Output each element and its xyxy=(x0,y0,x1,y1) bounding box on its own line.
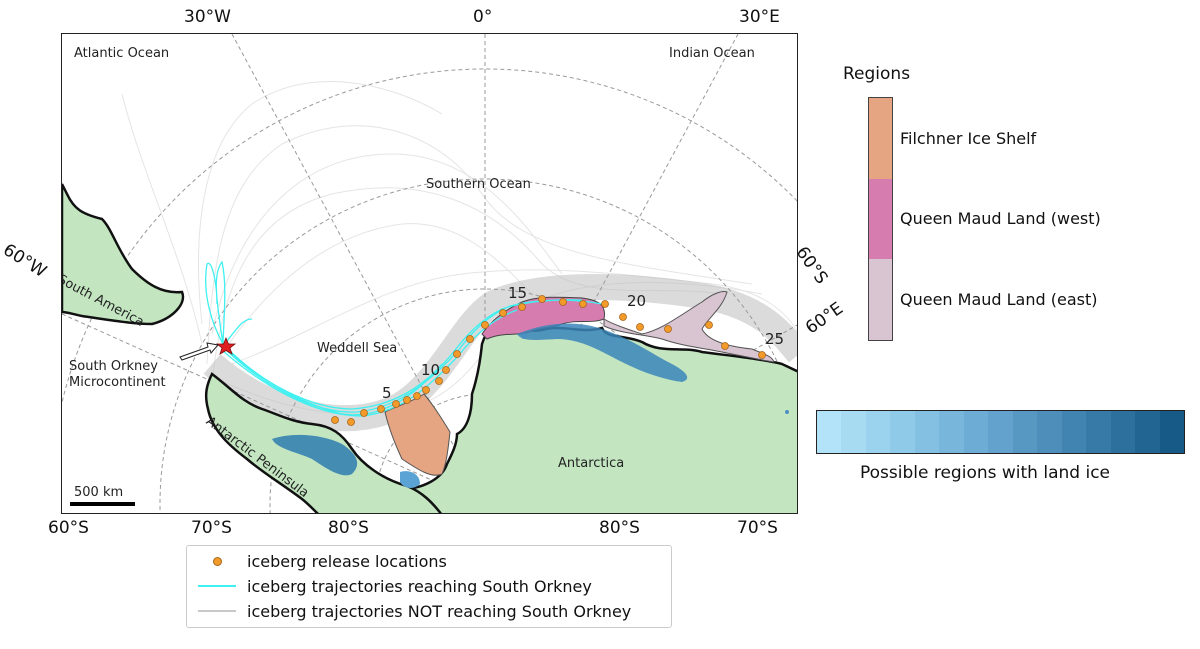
release-points xyxy=(331,295,766,426)
filchner-ice-shelf xyxy=(384,393,451,476)
ice-colorbar-segment xyxy=(914,411,940,453)
tick-0: 0° xyxy=(473,7,493,27)
legend-item-not-reaching: iceberg trajectories NOT reaching South … xyxy=(187,599,631,623)
ice-colorbar-segment xyxy=(1135,411,1160,453)
release-label-10: 10 xyxy=(421,361,441,379)
regions-colorbar xyxy=(868,97,893,341)
ice-colorbar-segment xyxy=(817,411,842,453)
scale-bar-label: 500 km xyxy=(74,485,124,500)
ice-colorbar-segment xyxy=(1110,411,1136,453)
scale-bar xyxy=(70,502,135,506)
ice-colorbar-segment xyxy=(939,411,964,453)
swatch-filchner xyxy=(869,98,892,179)
label-south-orkney: South Orkney xyxy=(69,359,158,374)
label-atlantic-ocean: Atlantic Ocean xyxy=(74,46,170,61)
trajectory-legend: iceberg release locations iceberg trajec… xyxy=(186,545,672,628)
ice-colorbar-segment xyxy=(1012,411,1038,453)
land-ice-colorbar-label: Possible regions with land ice xyxy=(860,463,1110,483)
tick-60s-left: 60°S xyxy=(48,518,89,538)
trajectory-density-band xyxy=(203,274,797,432)
tick-70s-right: 70°S xyxy=(737,518,778,538)
release-label-20: 20 xyxy=(627,292,647,310)
legend-label-release: iceberg release locations xyxy=(247,551,447,571)
legend-label-reaching: iceberg trajectories reaching South Orkn… xyxy=(247,576,592,596)
label-antarctica: Antarctica xyxy=(558,456,625,471)
south-america-land xyxy=(62,183,185,326)
legend-item-reaching: iceberg trajectories reaching South Orkn… xyxy=(187,574,592,598)
swatch-qml-east xyxy=(869,259,892,340)
label-indian-ocean: Indian Ocean xyxy=(669,46,755,61)
tick-30w: 30°W xyxy=(184,7,231,27)
ice-colorbar-segment xyxy=(890,411,915,453)
legend-label-not-reaching: iceberg trajectories NOT reaching South … xyxy=(247,601,632,621)
tick-80s-right: 80°S xyxy=(599,518,640,538)
map-canvas xyxy=(62,34,797,513)
pointer-arrow xyxy=(179,342,219,361)
queen-maud-land-east xyxy=(603,291,775,363)
tick-30e: 30°E xyxy=(739,7,780,27)
release-label-5: 5 xyxy=(382,384,392,402)
region-label-qml-east: Queen Maud Land (east) xyxy=(900,290,1098,309)
ice-colorbar-segment xyxy=(1086,411,1111,453)
label-southern-ocean: Southern Ocean xyxy=(426,177,531,192)
label-microcontinent: Microcontinent xyxy=(69,375,166,390)
trajectories-reaching xyxy=(205,260,603,417)
tick-60e: 60°E xyxy=(802,298,847,339)
land-ice-regions xyxy=(272,323,789,488)
ice-colorbar-segment xyxy=(1061,411,1087,453)
tick-60w: 60°W xyxy=(0,240,50,282)
label-weddell-sea: Weddell Sea xyxy=(317,341,398,356)
region-label-filchner: Filchner Ice Shelf xyxy=(900,129,1037,148)
region-label-qml-west: Queen Maud Land (west) xyxy=(900,209,1101,228)
map-panel: Atlantic Ocean Indian Ocean Southern Oce… xyxy=(61,33,798,514)
legend-item-release: iceberg release locations xyxy=(187,549,447,573)
ice-colorbar-segment xyxy=(865,411,891,453)
south-orkney-star xyxy=(215,336,237,355)
ice-colorbar-segment xyxy=(963,411,989,453)
swatch-qml-west xyxy=(869,178,892,260)
cyan-line-icon xyxy=(187,585,247,587)
regions-title: Regions xyxy=(843,64,911,84)
ice-colorbar-segment xyxy=(841,411,866,453)
tick-80s-left: 80°S xyxy=(328,518,369,538)
gray-line-icon xyxy=(187,610,247,612)
ice-colorbar-segment xyxy=(988,411,1013,453)
ice-colorbar-segment xyxy=(1037,411,1062,453)
land-ice-colorbar xyxy=(816,410,1185,454)
release-label-15: 15 xyxy=(508,284,528,302)
release-label-25: 25 xyxy=(765,330,785,348)
release-dot-icon xyxy=(187,556,247,566)
tick-70s-left: 70°S xyxy=(191,518,232,538)
ice-colorbar-segment xyxy=(1159,411,1185,453)
